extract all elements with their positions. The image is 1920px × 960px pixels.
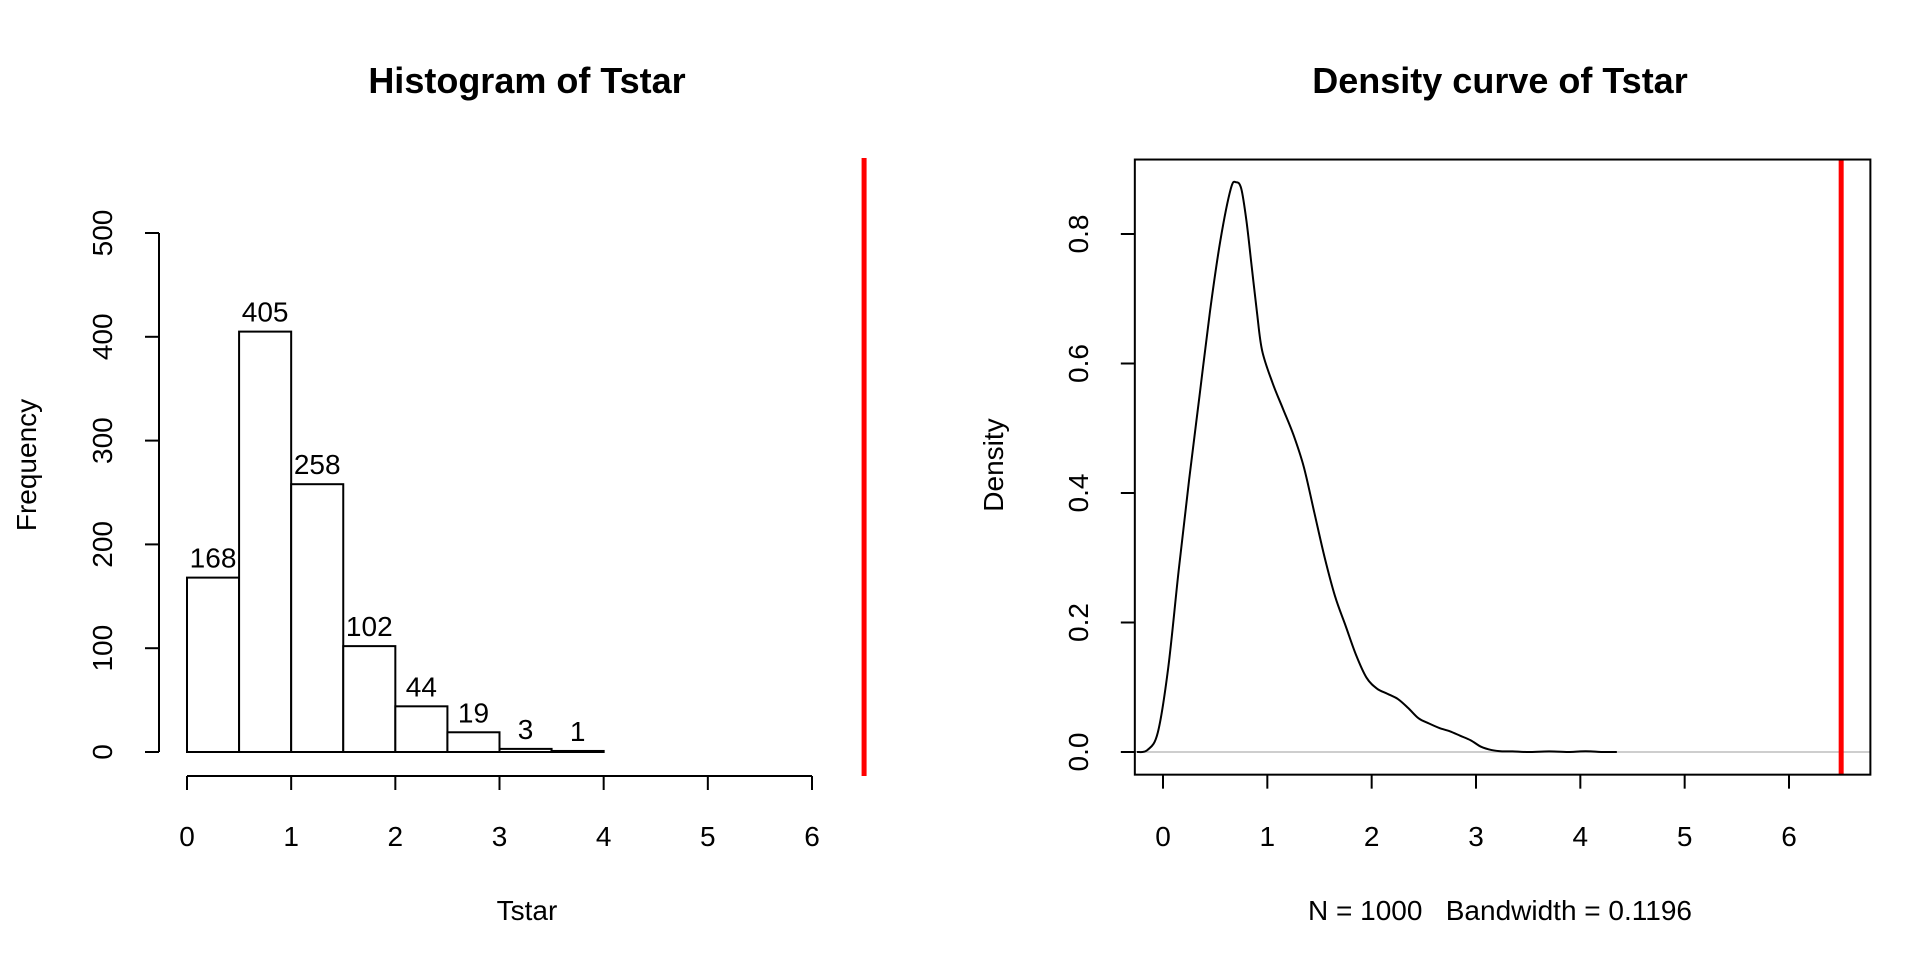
density-x-tick-label: 6 (1781, 821, 1797, 852)
histogram-x-tick-label: 6 (804, 821, 820, 852)
density-y-tick-label: 0.0 (1063, 733, 1094, 772)
histogram-bar (394, 705, 449, 754)
histogram-bar (550, 749, 605, 753)
histogram-bar-label: 102 (346, 611, 393, 642)
histogram-y-tick-label: 200 (87, 521, 118, 568)
density-x-axis-label: N = 1000 Bandwidth = 0.1196 (1308, 895, 1692, 926)
histogram-y-tick-label: 500 (87, 210, 118, 257)
density-curve (1136, 180, 1617, 754)
histogram-bar-label: 3 (518, 714, 534, 745)
histogram-x-axis: 0 1 2 3 4 5 6 (179, 775, 820, 852)
density-title: Density curve of Tstar (1312, 60, 1687, 101)
density-x-tick-label: 2 (1364, 821, 1380, 852)
density-y-tick-label: 0.8 (1063, 215, 1094, 254)
histogram-y-tick-label: 400 (87, 313, 118, 360)
histogram-x-axis-label: Tstar (497, 895, 558, 926)
density-x-tick-label: 0 (1155, 821, 1171, 852)
density-plot-box (1133, 158, 1872, 776)
histogram-panel: Histogram of Tstar Tstar Frequency 16840… (11, 60, 867, 926)
density-y-tick-label: 0.6 (1063, 344, 1094, 383)
histogram-bar-labels: 168 405 258 102 44 19 3 1 (190, 297, 586, 747)
density-x-tick-label: 1 (1260, 821, 1276, 852)
density-y-tick-label: 0.2 (1063, 603, 1094, 642)
histogram-bar (238, 330, 293, 753)
density-y-axis: 0.0 0.2 0.4 0.6 0.8 (1063, 215, 1135, 772)
histogram-title: Histogram of Tstar (368, 60, 685, 101)
density-x-tick-label: 4 (1573, 821, 1589, 852)
histogram-bars (186, 330, 605, 754)
histogram-y-tick-label: 300 (87, 417, 118, 464)
density-x-tick-label: 3 (1468, 821, 1484, 852)
histogram-bar (186, 576, 241, 754)
histogram-x-tick-label: 3 (492, 821, 508, 852)
histogram-y-tick-label: 100 (87, 625, 118, 672)
histogram-bar-label: 1 (570, 716, 586, 747)
histogram-x-tick-label: 1 (283, 821, 299, 852)
density-panel: Density curve of Tstar N = 1000 Bandwidt… (978, 60, 1872, 926)
density-x-axis: 0 1 2 3 4 5 6 (1155, 774, 1797, 852)
histogram-y-axis-label: Frequency (11, 399, 42, 531)
density-y-axis-label: Density (978, 418, 1009, 511)
histogram-y-axis: 0 100 200 300 400 500 (87, 210, 160, 760)
histogram-x-tick-label: 4 (596, 821, 612, 852)
histogram-bar (290, 483, 345, 753)
histogram-bar-label: 168 (190, 543, 237, 574)
histogram-x-tick-label: 5 (700, 821, 716, 852)
density-y-tick-label: 0.4 (1063, 474, 1094, 513)
histogram-y-tick-label: 0 (87, 744, 118, 760)
histogram-x-tick-label: 0 (179, 821, 195, 852)
histogram-bar-label: 405 (242, 297, 289, 328)
histogram-bar-label: 19 (458, 697, 489, 728)
histogram-bar-label: 44 (406, 671, 437, 702)
histogram-bar (498, 747, 553, 753)
histogram-x-tick-label: 2 (388, 821, 404, 852)
density-x-tick-label: 5 (1677, 821, 1693, 852)
histogram-bar (446, 731, 501, 754)
histogram-bar (342, 645, 397, 754)
histogram-bar-label: 258 (294, 449, 341, 480)
